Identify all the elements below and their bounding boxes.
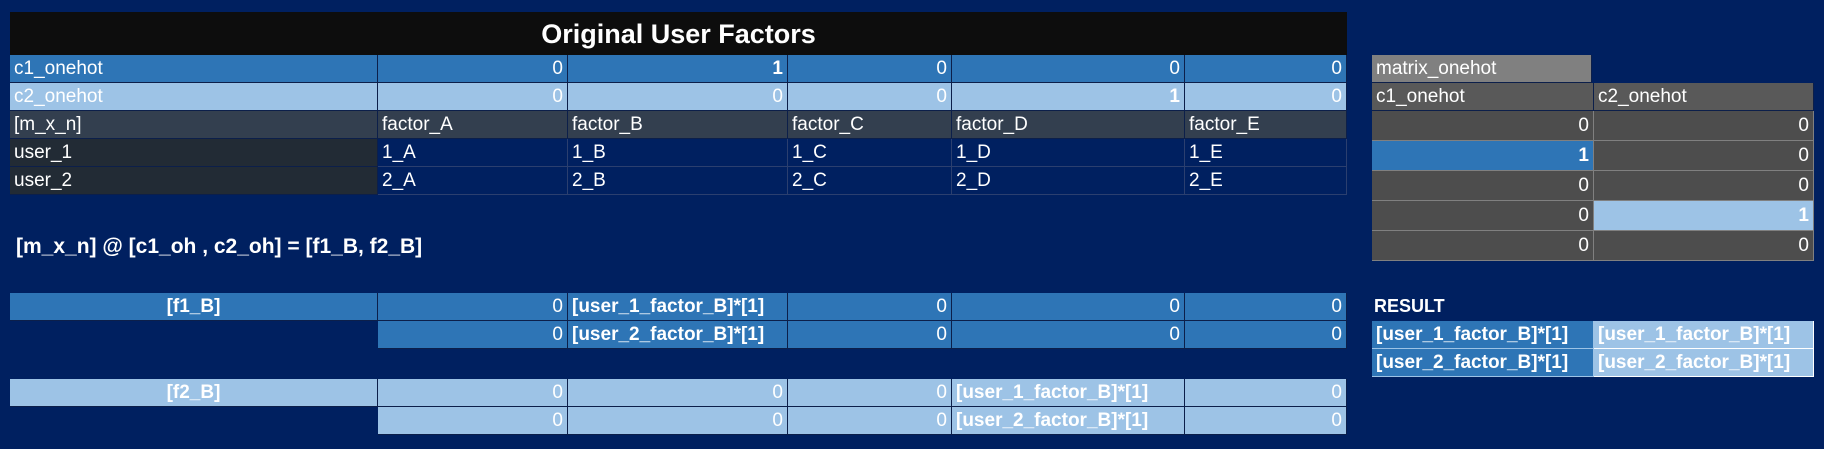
f2-row1-e[interactable]: 0 bbox=[1185, 379, 1347, 407]
f1-row1-a[interactable]: 0 bbox=[378, 293, 568, 321]
f1-row2-a[interactable]: 0 bbox=[378, 321, 568, 349]
result-r1-c1[interactable]: [user_1_factor_B]*[1] bbox=[1372, 321, 1594, 349]
column-header-factor-c: factor_C bbox=[788, 111, 952, 139]
c2-onehot-label: c2_onehot bbox=[10, 83, 378, 111]
user-2-factor-e[interactable]: 2_E bbox=[1185, 167, 1347, 195]
matrix-onehot-r1-c2[interactable]: 0 bbox=[1594, 111, 1814, 141]
f2-row2-c[interactable]: 0 bbox=[788, 407, 952, 435]
matrix-onehot-r2-c2[interactable]: 0 bbox=[1594, 141, 1814, 171]
column-header-factor-b: factor_B bbox=[568, 111, 788, 139]
f1-row2-c[interactable]: 0 bbox=[788, 321, 952, 349]
matrix-onehot-title: matrix_onehot bbox=[1372, 55, 1592, 83]
column-header-factor-d: factor_D bbox=[952, 111, 1185, 139]
f2-row1-d[interactable]: [user_1_factor_B]*[1] bbox=[952, 379, 1185, 407]
f2-row1-c[interactable]: 0 bbox=[788, 379, 952, 407]
c2-onehot-value-c[interactable]: 0 bbox=[788, 83, 952, 111]
page-title: Original User Factors bbox=[10, 12, 1347, 55]
f2-row2-b[interactable]: 0 bbox=[568, 407, 788, 435]
f1-row2-e[interactable]: 0 bbox=[1185, 321, 1347, 349]
user-2-factor-d[interactable]: 2_D bbox=[952, 167, 1185, 195]
factor-table-corner: [m_x_n] bbox=[10, 111, 378, 139]
formula-text: [m_x_n] @ [c1_oh , c2_oh] = [f1_B, f2_B] bbox=[16, 235, 423, 258]
f1-row1-c[interactable]: 0 bbox=[788, 293, 952, 321]
row-label-user-1: user_1 bbox=[10, 139, 378, 167]
matrix-onehot-r1-c1[interactable]: 0 bbox=[1372, 111, 1594, 141]
f2-row1-a[interactable]: 0 bbox=[378, 379, 568, 407]
matrix-onehot-r5-c2[interactable]: 0 bbox=[1594, 231, 1814, 261]
result-r2-c1[interactable]: [user_2_factor_B]*[1] bbox=[1372, 349, 1594, 377]
matrix-onehot-r4-c1[interactable]: 0 bbox=[1372, 201, 1594, 231]
c1-onehot-value-d[interactable]: 0 bbox=[952, 55, 1185, 83]
matrix-onehot-r2-c1[interactable]: 1 bbox=[1372, 141, 1594, 171]
f1-row2-b[interactable]: [user_2_factor_B]*[1] bbox=[568, 321, 788, 349]
column-header-factor-a: factor_A bbox=[378, 111, 568, 139]
user-1-factor-e[interactable]: 1_E bbox=[1185, 139, 1347, 167]
user-1-factor-b[interactable]: 1_B bbox=[568, 139, 788, 167]
user-2-factor-b[interactable]: 2_B bbox=[568, 167, 788, 195]
f1-row1-d[interactable]: 0 bbox=[952, 293, 1185, 321]
result-title: RESULT bbox=[1374, 296, 1445, 316]
matrix-onehot-r4-c2[interactable]: 1 bbox=[1594, 201, 1814, 231]
c1-onehot-value-b[interactable]: 1 bbox=[568, 55, 788, 83]
f1-row2-d[interactable]: 0 bbox=[952, 321, 1185, 349]
f2-row2-a[interactable]: 0 bbox=[378, 407, 568, 435]
f2-label: [f2_B] bbox=[10, 379, 378, 407]
matrix-onehot-header-c1: c1_onehot bbox=[1372, 83, 1594, 111]
c2-onehot-value-b[interactable]: 0 bbox=[568, 83, 788, 111]
c1-onehot-value-c[interactable]: 0 bbox=[788, 55, 952, 83]
user-2-factor-a[interactable]: 2_A bbox=[378, 167, 568, 195]
c1-onehot-label: c1_onehot bbox=[10, 55, 378, 83]
row-label-user-2: user_2 bbox=[10, 167, 378, 195]
f2-row1-b[interactable]: 0 bbox=[568, 379, 788, 407]
user-1-factor-d[interactable]: 1_D bbox=[952, 139, 1185, 167]
f1-row1-e[interactable]: 0 bbox=[1185, 293, 1347, 321]
c2-onehot-value-e[interactable]: 0 bbox=[1185, 83, 1347, 111]
f2-row2-e[interactable]: 0 bbox=[1185, 407, 1347, 435]
user-2-factor-c[interactable]: 2_C bbox=[788, 167, 952, 195]
f1-row1-b[interactable]: [user_1_factor_B]*[1] bbox=[568, 293, 788, 321]
matrix-onehot-r3-c1[interactable]: 0 bbox=[1372, 171, 1594, 201]
result-r2-c2[interactable]: [user_2_factor_B]*[1] bbox=[1594, 349, 1814, 377]
matrix-onehot-r5-c1[interactable]: 0 bbox=[1372, 231, 1594, 261]
matrix-onehot-header-c2: c2_onehot bbox=[1594, 83, 1814, 111]
user-1-factor-a[interactable]: 1_A bbox=[378, 139, 568, 167]
f1-label: [f1_B] bbox=[10, 293, 378, 321]
c1-onehot-value-e[interactable]: 0 bbox=[1185, 55, 1347, 83]
user-1-factor-c[interactable]: 1_C bbox=[788, 139, 952, 167]
f2-row2-d[interactable]: [user_2_factor_B]*[1] bbox=[952, 407, 1185, 435]
c2-onehot-value-d[interactable]: 1 bbox=[952, 83, 1185, 111]
result-r1-c2[interactable]: [user_1_factor_B]*[1] bbox=[1594, 321, 1814, 349]
matrix-onehot-r3-c2[interactable]: 0 bbox=[1594, 171, 1814, 201]
c1-onehot-value-a[interactable]: 0 bbox=[378, 55, 568, 83]
column-header-factor-e: factor_E bbox=[1185, 111, 1347, 139]
c2-onehot-value-a[interactable]: 0 bbox=[378, 83, 568, 111]
